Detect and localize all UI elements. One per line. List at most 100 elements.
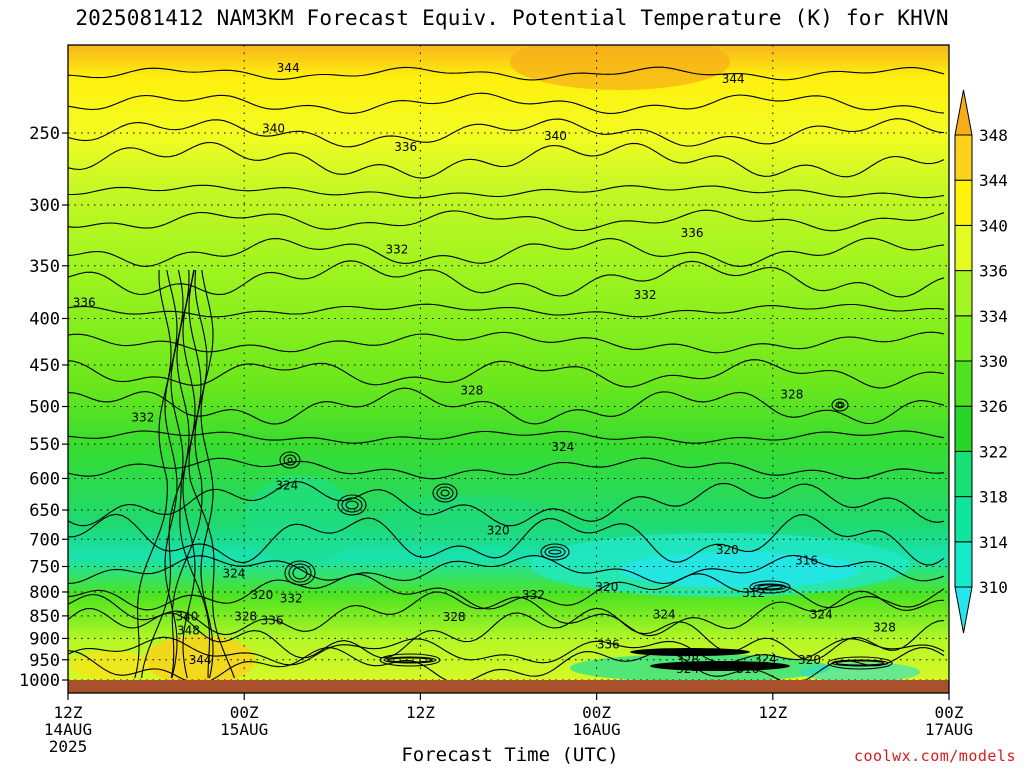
colorbar-tick-label: 348 bbox=[979, 126, 1008, 145]
contour-label: 336 bbox=[597, 638, 620, 652]
contour-label: 324 bbox=[754, 652, 777, 666]
isentrope bbox=[68, 590, 945, 637]
contour-label: 312 bbox=[742, 586, 765, 600]
x-tick-label: 00Z bbox=[582, 703, 611, 722]
isentrope bbox=[68, 430, 945, 444]
closed-contour bbox=[337, 494, 367, 516]
ground-bar bbox=[68, 680, 949, 693]
closed-contour bbox=[835, 401, 845, 409]
contour-label: 324 bbox=[222, 566, 245, 580]
closed-contour bbox=[279, 451, 301, 469]
x-axis-label: Forecast Time (UTC) bbox=[401, 744, 619, 766]
closed-contour bbox=[383, 656, 437, 664]
isentrope bbox=[68, 118, 945, 148]
isentrope bbox=[68, 607, 945, 661]
frontal-isentrope bbox=[188, 269, 236, 679]
isentrope bbox=[68, 92, 945, 114]
colorbar-tick-label: 326 bbox=[979, 397, 1008, 416]
y-tick-label: 250 bbox=[29, 124, 60, 144]
contour-label: 316 bbox=[795, 554, 818, 568]
plot-frame bbox=[67, 44, 950, 694]
y-axis: 2503003504004505005506006507007508008509… bbox=[19, 124, 68, 691]
mid-low-region bbox=[245, 475, 355, 565]
tight-gradient bbox=[650, 661, 790, 671]
colorbar-tick-label: 318 bbox=[979, 488, 1008, 507]
colorbar-bin bbox=[954, 134, 973, 181]
tight-gradient bbox=[630, 648, 750, 656]
isentrope bbox=[68, 513, 945, 566]
colorbar-bin bbox=[954, 450, 973, 498]
closed-contour bbox=[283, 454, 297, 466]
isentrope bbox=[68, 141, 945, 179]
contour-label: 320 bbox=[487, 524, 510, 538]
contour-label: 328 bbox=[234, 609, 257, 623]
colorbar-lower-extension bbox=[954, 586, 973, 634]
contour-label: 316 bbox=[736, 662, 759, 676]
y-tick-label: 750 bbox=[29, 557, 60, 577]
y-tick-label: 1000 bbox=[19, 671, 60, 691]
closed-contour bbox=[757, 584, 783, 590]
isentrope bbox=[68, 184, 945, 199]
x-tick-label: 17AUG bbox=[925, 720, 973, 739]
x-tick-label: 16AUG bbox=[573, 720, 621, 739]
x-tick-label: 00Z bbox=[230, 703, 259, 722]
plot-area bbox=[68, 45, 949, 693]
closed-contour bbox=[436, 486, 454, 500]
contour-label: 324 bbox=[653, 607, 676, 621]
contour-label: 324 bbox=[275, 479, 298, 493]
contour-label: 332 bbox=[385, 243, 408, 257]
closed-contour bbox=[827, 656, 893, 670]
contour-label: 336 bbox=[73, 295, 96, 309]
closed-contour bbox=[835, 660, 885, 666]
isentrope bbox=[68, 331, 945, 354]
credit-text: coolwx.com/models bbox=[853, 747, 1016, 765]
contour-label: 348 bbox=[177, 623, 200, 637]
closed-contour bbox=[345, 500, 359, 510]
contour-label: 328 bbox=[443, 610, 466, 624]
chart-title: 2025081412 NAM3KM Forecast Equiv. Potent… bbox=[75, 6, 949, 30]
frontal-isentrope bbox=[170, 269, 208, 679]
closed-contour bbox=[288, 563, 312, 583]
contour-label: 340 bbox=[175, 609, 198, 623]
contour-label: 336 bbox=[394, 140, 417, 154]
contour-label: 344 bbox=[189, 653, 212, 667]
colorbar-tick-label: 344 bbox=[979, 171, 1008, 190]
frontal-isentrope bbox=[182, 269, 196, 679]
contour-label: 344 bbox=[722, 72, 745, 86]
isentrope bbox=[68, 237, 945, 267]
contour-label: 328 bbox=[460, 383, 483, 397]
closed-contour bbox=[284, 560, 316, 586]
isentrope bbox=[68, 573, 945, 611]
contour-label: 340 bbox=[262, 121, 285, 135]
isentrope bbox=[68, 480, 945, 527]
contour-label: 324 bbox=[551, 440, 574, 454]
colorbar-tick-label: 336 bbox=[979, 262, 1008, 281]
colorbar: 310 314 318 322 326 330 334 336 340 344 348 bbox=[954, 89, 1008, 634]
contour-label: 332 bbox=[634, 288, 657, 302]
closed-contour bbox=[831, 398, 849, 412]
colorbar-bin bbox=[954, 496, 973, 543]
closed-contour bbox=[292, 566, 308, 580]
x-tick-label: 12Z bbox=[406, 703, 435, 722]
contour-label: 324 bbox=[810, 607, 833, 621]
contour-label: 332 bbox=[280, 591, 303, 605]
contour-label: 328 bbox=[780, 388, 803, 402]
high-theta-sfc-2 bbox=[70, 651, 150, 679]
closed-contour bbox=[341, 497, 363, 513]
contour-label: 336 bbox=[261, 613, 284, 627]
x-tick-label: 14AUG bbox=[44, 720, 92, 739]
contour-label: 344 bbox=[277, 61, 300, 75]
y-tick-label: 650 bbox=[29, 501, 60, 521]
closed-contour bbox=[544, 546, 566, 558]
contour-label: 324 bbox=[676, 662, 699, 676]
isentrope bbox=[68, 66, 945, 81]
colorbar-tick-label: 322 bbox=[979, 442, 1008, 461]
contour-label: 320 bbox=[716, 543, 739, 557]
contour-label: 320 bbox=[250, 588, 273, 602]
contour-label: 320 bbox=[798, 653, 821, 667]
contour-label: 320 bbox=[595, 580, 618, 594]
frontal-isentrope bbox=[134, 269, 172, 679]
colorbar-tick-label: 330 bbox=[979, 352, 1008, 371]
y-tick-label: 600 bbox=[29, 469, 60, 489]
x-tick-label: 12Z bbox=[758, 703, 787, 722]
